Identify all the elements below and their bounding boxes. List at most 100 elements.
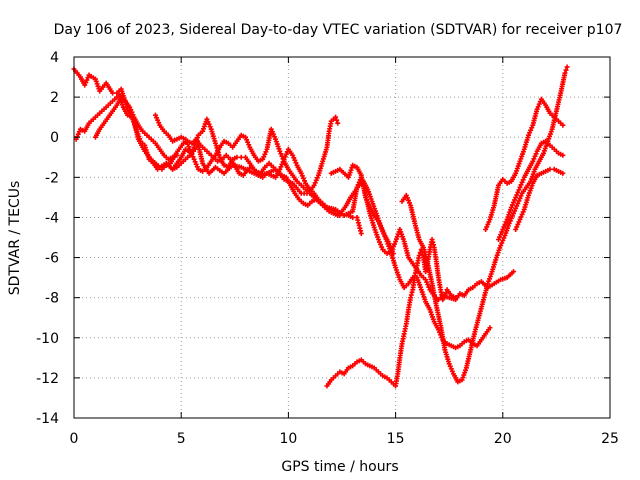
data-point <box>500 226 506 232</box>
data-point <box>82 82 88 88</box>
data-point-marker <box>532 153 538 159</box>
data-point-marker <box>513 205 519 211</box>
data-point-marker <box>130 112 136 118</box>
data-point-marker <box>443 290 449 296</box>
data-point <box>517 216 523 222</box>
x-tick-label: 25 <box>601 431 619 447</box>
data-point <box>290 152 296 158</box>
data-point-marker <box>314 175 320 181</box>
x-tick-label: 20 <box>494 431 512 447</box>
data-point <box>350 214 356 220</box>
data-point <box>560 170 566 176</box>
data-point <box>547 166 553 172</box>
data-point-marker <box>501 224 507 230</box>
data-point <box>526 132 532 138</box>
data-point-marker <box>194 164 200 170</box>
data-point-marker <box>497 234 503 240</box>
data-point-marker <box>207 124 213 130</box>
data-point-marker <box>484 224 490 230</box>
data-point-marker <box>509 202 515 208</box>
data-point <box>337 212 343 218</box>
data-point-marker <box>382 233 388 239</box>
data-point-marker <box>261 154 267 160</box>
y-tick-label: -10 <box>36 331 59 347</box>
data-point-marker <box>278 151 284 157</box>
data-point-marker <box>269 129 275 135</box>
data-point-marker <box>511 199 517 205</box>
data-point <box>487 325 493 331</box>
data-point-marker <box>515 221 521 227</box>
data-point-marker <box>263 149 269 155</box>
data-point <box>517 184 523 190</box>
data-point <box>363 194 369 200</box>
data-point <box>380 228 386 234</box>
data-point-marker <box>282 154 288 160</box>
data-point-marker <box>262 151 268 157</box>
data-point <box>311 182 317 188</box>
data-point <box>403 192 409 198</box>
data-point <box>277 166 283 172</box>
y-tick-label: 2 <box>50 90 59 106</box>
data-point-marker <box>485 221 491 227</box>
data-point-marker <box>83 80 89 86</box>
data-point-marker <box>313 177 319 183</box>
data-point-marker <box>379 226 385 232</box>
data-point <box>152 112 158 118</box>
data-point-marker <box>520 177 526 183</box>
data-point-marker <box>129 109 135 115</box>
data-point <box>511 269 517 275</box>
data-point-marker <box>378 242 384 248</box>
data-point-marker <box>501 235 507 241</box>
y-tick-label: -2 <box>45 170 59 186</box>
x-tick-label: 5 <box>177 431 186 447</box>
data-point-marker <box>512 208 518 214</box>
data-point <box>333 114 339 120</box>
data-point-marker <box>531 156 537 162</box>
data-point-marker <box>425 282 431 288</box>
data-point-marker <box>193 161 199 167</box>
data-point-marker <box>76 129 82 135</box>
data-point <box>281 156 287 162</box>
data-point <box>127 104 133 110</box>
data-point-marker <box>520 209 526 215</box>
data-point-marker <box>74 134 80 140</box>
data-point-marker <box>500 238 506 244</box>
data-point-marker <box>378 223 384 229</box>
y-tick-label: 4 <box>50 50 59 66</box>
data-point <box>515 200 521 206</box>
x-tick-label: 0 <box>70 431 79 447</box>
data-point-marker <box>527 130 533 136</box>
data-point-marker <box>424 279 430 285</box>
data-point <box>453 295 459 301</box>
data-point-marker <box>514 224 520 230</box>
series-10 <box>496 138 566 243</box>
series-8 <box>399 64 570 385</box>
data-point-marker <box>312 180 318 186</box>
data-point-marker <box>518 182 524 188</box>
series-9 <box>483 96 566 232</box>
data-points <box>71 64 570 389</box>
data-point <box>530 158 536 164</box>
data-point-marker <box>519 179 525 185</box>
data-point <box>442 293 448 299</box>
data-point-marker <box>205 119 211 125</box>
data-point-marker <box>514 203 520 209</box>
chart-title: Day 106 of 2023, Sidereal Day-to-day VTE… <box>54 22 623 38</box>
data-point-marker <box>508 215 514 221</box>
y-tick-label: -8 <box>45 291 59 307</box>
data-point-marker <box>514 192 520 198</box>
data-point-marker <box>128 107 134 113</box>
data-point-marker <box>75 131 81 137</box>
data-point <box>234 154 240 160</box>
data-point-marker <box>377 221 383 227</box>
data-point-marker <box>528 127 534 133</box>
data-point-marker <box>447 363 453 369</box>
data-point-marker <box>299 173 305 179</box>
data-point <box>358 230 364 236</box>
data-point <box>564 64 570 70</box>
data-point-marker <box>507 218 513 224</box>
data-point <box>513 194 519 200</box>
series-1 <box>71 66 517 303</box>
data-point <box>174 152 180 158</box>
data-point <box>182 136 188 142</box>
